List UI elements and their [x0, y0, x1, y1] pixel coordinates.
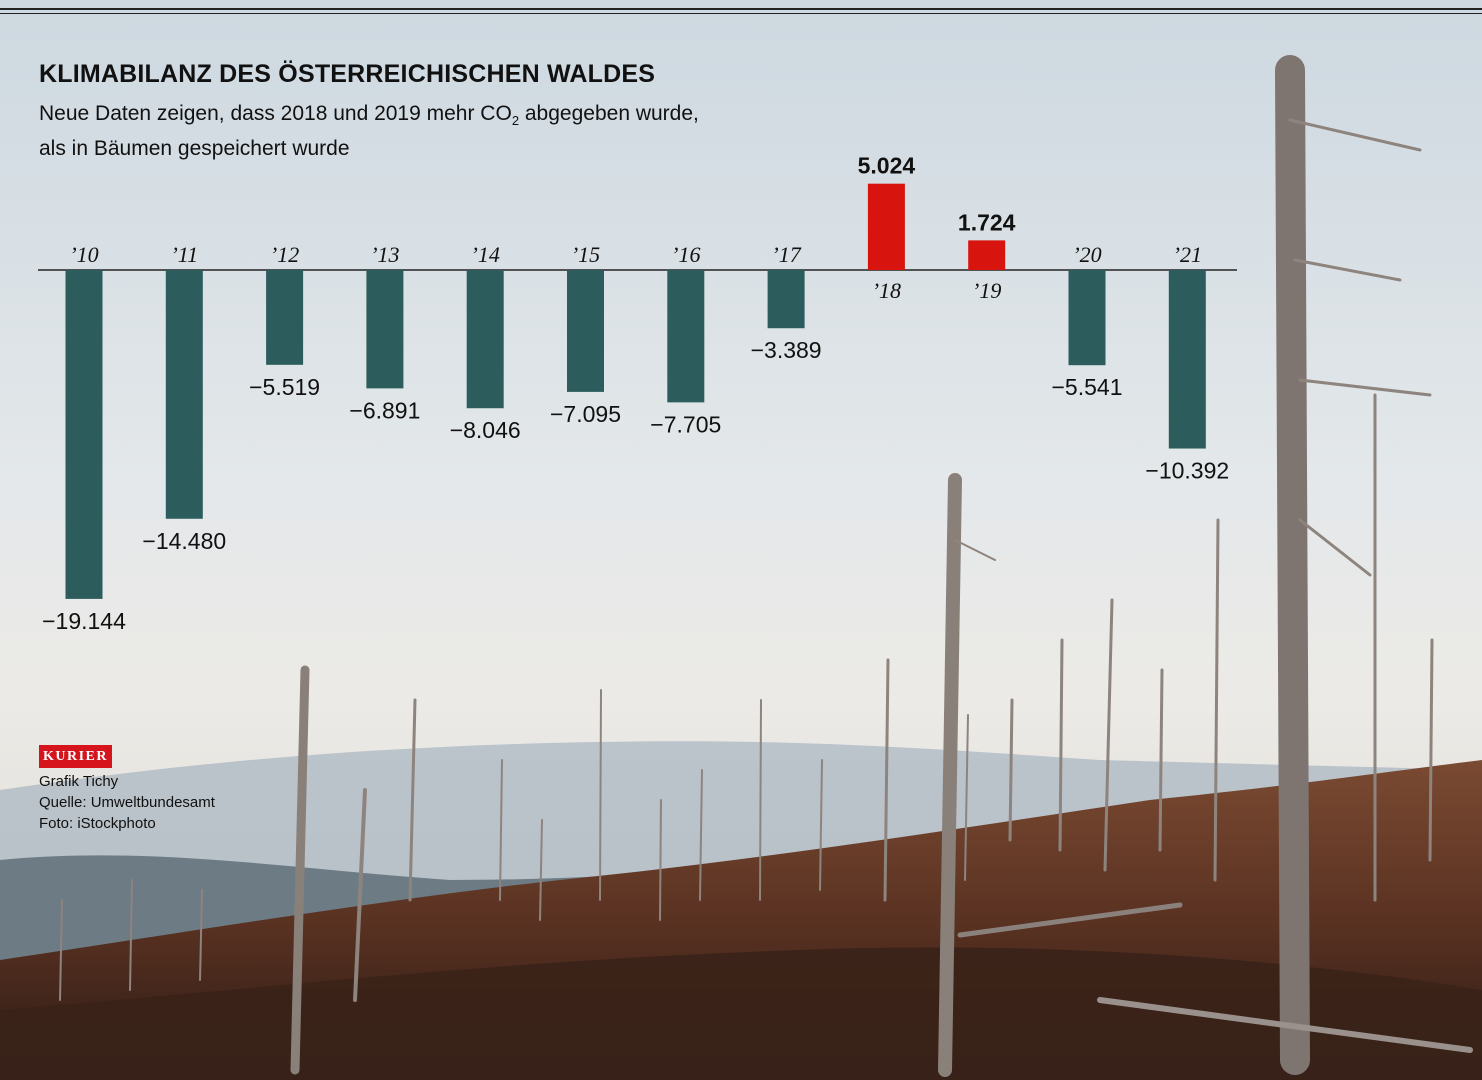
category-label-9: ’19 [972, 278, 1001, 303]
top-rule-thin [0, 13, 1482, 14]
value-label-10: −5.541 [1052, 374, 1123, 400]
bar-5 [567, 270, 604, 392]
value-label-5: −7.095 [550, 401, 621, 427]
bar-0 [65, 270, 103, 599]
category-label-2: ’12 [270, 242, 299, 267]
category-label-10: ’20 [1072, 242, 1101, 267]
bar-4 [466, 270, 504, 409]
credit-photo: Foto: iStockphoto [39, 815, 156, 832]
page-subtitle: Neue Daten zeigen, dass 2018 und 2019 me… [39, 100, 759, 163]
kurier-logo: KURIER [39, 745, 113, 768]
value-label-2: −5.519 [249, 374, 320, 400]
bar-11 [1168, 270, 1206, 449]
bar-3 [366, 270, 404, 389]
subtitle-text-end: abgegeben wurde, [519, 102, 699, 125]
category-label-11: ’21 [1173, 242, 1202, 267]
value-label-11: −10.392 [1145, 458, 1229, 484]
value-label-1: −14.480 [142, 528, 226, 554]
credit-graphic: Grafik Tichy [39, 773, 119, 790]
category-label-5: ’15 [571, 242, 600, 267]
page-title: KLIMABILANZ DES ÖSTERREICHISCHEN WALDES [39, 60, 656, 88]
bar-10 [1068, 270, 1106, 366]
subtitle-line-2: als in Bäumen gespeichert wurde [39, 137, 350, 161]
category-label-6: ’16 [671, 242, 700, 267]
category-label-3: ’13 [370, 242, 399, 267]
bar-8 [867, 183, 905, 270]
credits: KURIER Grafik Tichy Quelle: Umweltbundes… [39, 745, 215, 834]
subtitle-text: Neue Daten zeigen, dass 2018 und 2019 me… [39, 102, 512, 125]
value-label-6: −7.705 [650, 411, 721, 437]
value-label-7: −3.389 [751, 337, 822, 363]
category-label-1: ’11 [170, 242, 198, 267]
value-label-8: 5.024 [858, 153, 916, 179]
category-label-0: ’10 [69, 242, 98, 267]
value-label-3: −6.891 [349, 397, 420, 423]
value-label-9: 1.724 [958, 209, 1016, 235]
value-label-0: −19.144 [42, 608, 126, 634]
bar-7 [767, 270, 805, 329]
bar-9 [968, 240, 1006, 270]
bar-6 [667, 270, 705, 403]
credit-source: Quelle: Umweltbundesamt [39, 794, 215, 811]
bar-2 [266, 270, 304, 365]
subtitle-subscript: 2 [511, 113, 520, 129]
category-label-7: ’17 [771, 242, 801, 267]
value-label-4: −8.046 [450, 417, 521, 443]
bar-1 [165, 270, 203, 519]
category-label-8: ’18 [872, 278, 901, 303]
category-label-4: ’14 [471, 242, 500, 267]
top-rule [0, 8, 1482, 10]
